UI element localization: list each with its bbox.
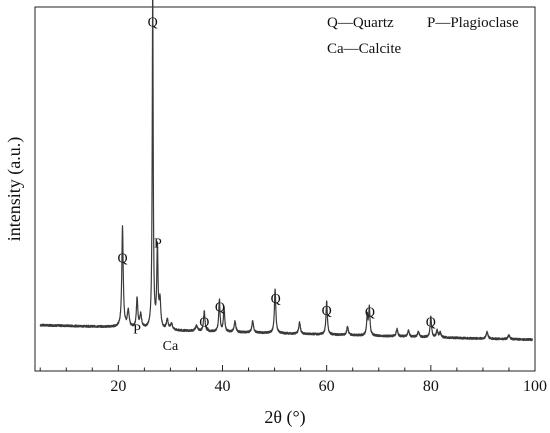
peak-label: Q bbox=[365, 305, 375, 320]
x-tick-label: 100 bbox=[523, 378, 547, 395]
peak-label: Q bbox=[271, 292, 281, 307]
x-tick-label: 60 bbox=[319, 378, 335, 395]
peak-label: P bbox=[133, 322, 141, 337]
legend-entry-quartz: Q—Quartz bbox=[327, 15, 394, 31]
peak-label: Q bbox=[426, 316, 436, 331]
plot-frame bbox=[34, 6, 536, 372]
xrd-pattern-line bbox=[39, 0, 533, 342]
axis-ticks bbox=[39, 365, 536, 371]
legend-entry-plagioclase: P—Plagioclase bbox=[427, 15, 519, 31]
peak-label: P bbox=[154, 236, 162, 251]
x-axis-label: 2θ (°) bbox=[264, 407, 305, 428]
legend: Q—Quartz P—Plagioclase Ca—Calcite bbox=[327, 15, 519, 57]
x-tick-labels: 20 40 60 80 100 bbox=[110, 378, 547, 395]
x-tick-label: 20 bbox=[110, 378, 126, 395]
peak-label: Q bbox=[215, 300, 225, 315]
peak-label: Q bbox=[199, 316, 209, 331]
y-axis-label: intensity (a.u.) bbox=[4, 137, 25, 241]
x-tick-label: 80 bbox=[423, 378, 439, 395]
peak-label: Ca bbox=[163, 339, 179, 354]
x-tick-label: 40 bbox=[215, 378, 231, 395]
peak-label: Q bbox=[322, 304, 332, 319]
peak-label: Q bbox=[117, 252, 127, 267]
legend-entry-calcite: Ca—Calcite bbox=[327, 41, 401, 57]
peak-label: Q bbox=[148, 16, 158, 31]
